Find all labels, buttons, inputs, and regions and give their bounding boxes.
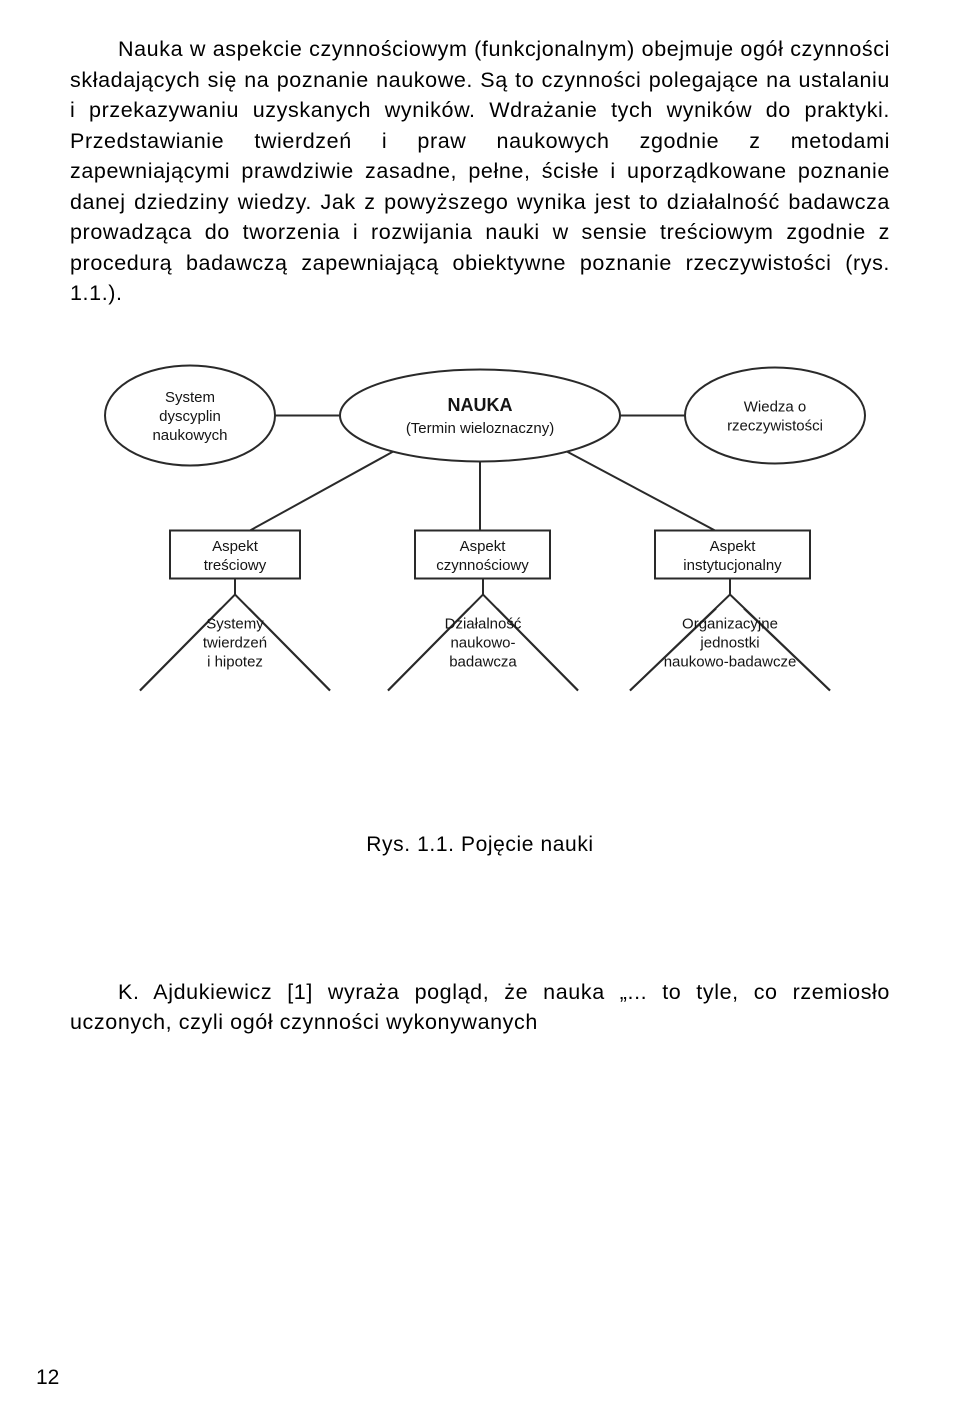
svg-text:twierdzeń: twierdzeń	[203, 634, 267, 651]
svg-text:dyscyplin: dyscyplin	[159, 407, 221, 424]
svg-text:Organizacyjne: Organizacyjne	[682, 615, 778, 632]
figure-caption: Rys. 1.1. Pojęcie nauki	[70, 833, 890, 857]
svg-text:naukowo-badawcze: naukowo-badawcze	[664, 653, 797, 670]
svg-text:(Termin wieloznaczny): (Termin wieloznaczny)	[406, 419, 554, 436]
svg-text:naukowych: naukowych	[152, 426, 227, 443]
svg-text:Aspekt: Aspekt	[710, 537, 757, 554]
page-number: 12	[36, 1366, 59, 1390]
svg-text:Wiedza o: Wiedza o	[744, 398, 807, 415]
svg-text:naukowo-: naukowo-	[450, 634, 515, 651]
body-paragraph-2: K. Ajdukiewicz [1] wyraża pogląd, że nau…	[70, 977, 890, 1038]
svg-text:czynnościowy: czynnościowy	[436, 556, 529, 573]
svg-text:i hipotez: i hipotez	[207, 653, 263, 670]
svg-text:instytucjonalny: instytucjonalny	[683, 556, 782, 573]
figure-wrap: System dyscyplin naukowych NAUKA (Termin wie…	[70, 343, 890, 723]
svg-text:Aspekt: Aspekt	[212, 537, 259, 554]
svg-text:treściowy: treściowy	[204, 556, 267, 573]
svg-text:NAUKA: NAUKA	[448, 394, 513, 414]
svg-text:System: System	[165, 388, 215, 405]
svg-text:Działalność: Działalność	[445, 615, 522, 632]
svg-text:badawcza: badawcza	[449, 653, 517, 670]
svg-text:jednostki: jednostki	[699, 634, 759, 651]
svg-text:Systemy: Systemy	[206, 615, 264, 632]
body-paragraph: Nauka w aspekcie czynnościowym (funkcjon…	[70, 34, 890, 309]
concept-diagram: System dyscyplin naukowych NAUKA (Termin wie…	[75, 343, 885, 723]
svg-text:rzeczywistości: rzeczywistości	[727, 417, 823, 434]
svg-text:Aspekt: Aspekt	[460, 537, 507, 554]
